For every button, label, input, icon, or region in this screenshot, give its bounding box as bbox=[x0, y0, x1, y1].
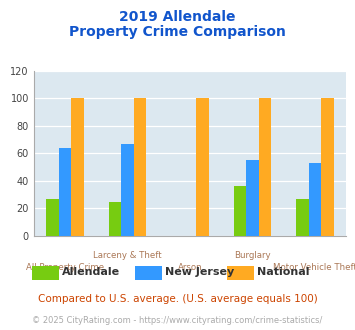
Text: Allendale: Allendale bbox=[62, 267, 120, 277]
Bar bbox=[46, 199, 59, 236]
Bar bbox=[321, 98, 334, 236]
Text: Arson: Arson bbox=[178, 263, 202, 272]
Text: All Property Crime: All Property Crime bbox=[26, 263, 104, 272]
Bar bbox=[234, 186, 246, 236]
Bar bbox=[121, 144, 134, 236]
Bar bbox=[296, 199, 308, 236]
Text: Property Crime Comparison: Property Crime Comparison bbox=[69, 25, 286, 39]
Bar bbox=[259, 98, 271, 236]
Text: © 2025 CityRating.com - https://www.cityrating.com/crime-statistics/: © 2025 CityRating.com - https://www.city… bbox=[32, 315, 323, 325]
Text: Larceny & Theft: Larceny & Theft bbox=[93, 251, 162, 260]
Bar bbox=[196, 98, 209, 236]
Bar bbox=[71, 98, 84, 236]
Text: National: National bbox=[257, 267, 310, 277]
Bar bbox=[109, 202, 121, 236]
Text: Burglary: Burglary bbox=[234, 251, 271, 260]
Text: Motor Vehicle Theft: Motor Vehicle Theft bbox=[273, 263, 355, 272]
Bar bbox=[308, 163, 321, 236]
Bar bbox=[59, 148, 71, 236]
Text: 2019 Allendale: 2019 Allendale bbox=[119, 10, 236, 24]
Text: New Jersey: New Jersey bbox=[165, 267, 234, 277]
Text: Compared to U.S. average. (U.S. average equals 100): Compared to U.S. average. (U.S. average … bbox=[38, 294, 317, 304]
Bar bbox=[134, 98, 146, 236]
Bar bbox=[246, 160, 259, 236]
